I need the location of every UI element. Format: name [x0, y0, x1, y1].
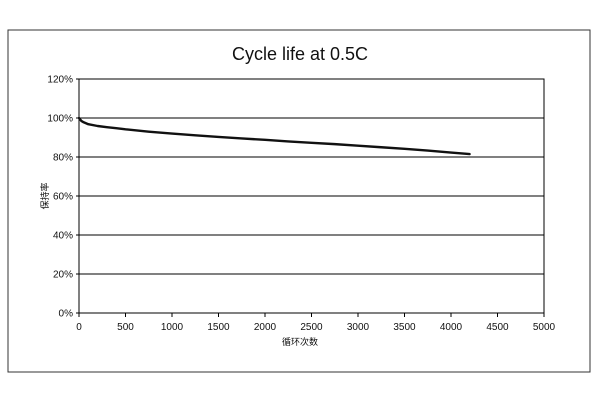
y-tick-label: 0% [59, 309, 74, 320]
x-tick-label: 4500 [486, 322, 509, 333]
chart-title: Cycle life at 0.5C [232, 44, 368, 64]
plot-area [78, 78, 545, 314]
y-tick-label: 100% [47, 114, 73, 125]
y-tick-label: 120% [47, 75, 73, 86]
y-tick-label: 40% [53, 231, 73, 242]
y-tick-label: 20% [53, 270, 73, 281]
x-axis-label: 循环次数 [282, 336, 318, 348]
series-line [77, 116, 471, 156]
x-tick-labels: 0 500 1000 1500 2000 2500 3000 3500 4000 4500 5000 [76, 322, 555, 333]
chart-frame [7, 29, 591, 373]
x-tick-label: 0 [76, 322, 82, 333]
x-tick-label: 1500 [207, 322, 230, 333]
y-tick-label: 60% [53, 192, 73, 203]
x-tick-label: 2000 [254, 322, 277, 333]
x-tick-label: 500 [117, 322, 134, 333]
x-tick-label: 1000 [161, 322, 184, 333]
y-axis-label: 保持率 [39, 182, 51, 209]
x-tick-label: 3000 [347, 322, 370, 333]
x-tick-label: 4000 [440, 322, 463, 333]
series-layer [77, 116, 471, 156]
x-tick-label: 2500 [300, 322, 323, 333]
x-tick-label: 5000 [533, 322, 556, 333]
y-tick-labels: 0% 20% 40% 60% 80% 100% 120% [47, 75, 73, 320]
x-tick-label: 3500 [393, 322, 416, 333]
y-tick-label: 80% [53, 153, 73, 164]
